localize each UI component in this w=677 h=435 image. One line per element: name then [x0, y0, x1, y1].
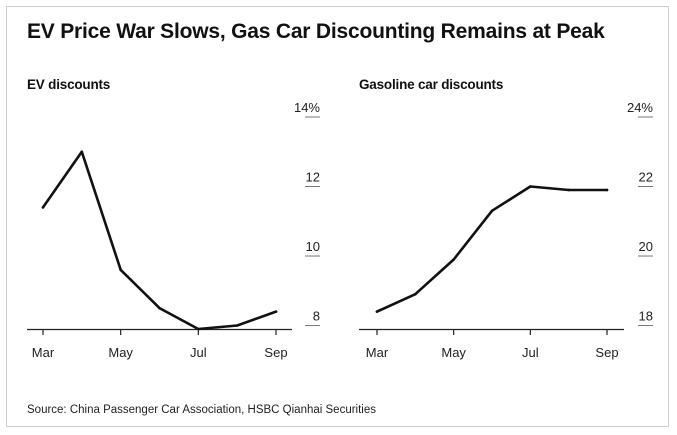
- ev-data-point: [158, 306, 161, 310]
- ev-data-point: [80, 150, 84, 154]
- ev-x-tick-label: Jul: [190, 345, 207, 360]
- source-note: Source: China Passenger Car Association,…: [27, 404, 377, 416]
- gas-y-tick-label: 22: [639, 170, 653, 185]
- gas-series-line: [375, 185, 609, 313]
- gas-data-point: [490, 209, 494, 213]
- gas-y-tick-label: 18: [639, 309, 653, 324]
- chart-frame: [6, 6, 669, 427]
- gas-x-tick-label: Mar: [366, 345, 389, 360]
- chart-title: EV Price War Slows, Gas Car Discounting …: [27, 20, 605, 43]
- gas-panel-title: Gasoline car discounts: [359, 77, 504, 92]
- gas-data-point: [414, 292, 417, 296]
- gas-data-point: [567, 188, 570, 192]
- ev-data-point: [197, 327, 200, 331]
- gas-y-tick-label: 24%: [627, 100, 653, 115]
- ev-x-tick-label: Sep: [264, 345, 287, 360]
- ev-data-point: [41, 206, 45, 209]
- ev-y-tick-label: 12: [306, 170, 320, 185]
- ev-y-tick-label: 8: [313, 309, 320, 324]
- gas-data-point: [452, 258, 455, 261]
- gas-y-tick-label: 20: [639, 239, 653, 254]
- ev-y-tick-label: 14%: [294, 100, 320, 115]
- gas-data-point: [375, 310, 379, 313]
- ev-x-tick-label: May: [108, 345, 133, 360]
- ev-data-point: [119, 268, 122, 272]
- ev-panel-title: EV discounts: [27, 77, 111, 92]
- ev-y-tick-label: 10: [306, 239, 320, 254]
- gas-x-tick-label: May: [441, 345, 466, 360]
- ev-data-point: [274, 310, 278, 313]
- gas-data-point: [529, 185, 532, 188]
- gas-x-tick-label: Jul: [522, 345, 539, 360]
- ev-x-tick-label: Mar: [32, 345, 55, 360]
- gas-data-point: [605, 188, 609, 192]
- ev-data-point: [235, 324, 239, 327]
- gas-x-tick-label: Sep: [595, 345, 618, 360]
